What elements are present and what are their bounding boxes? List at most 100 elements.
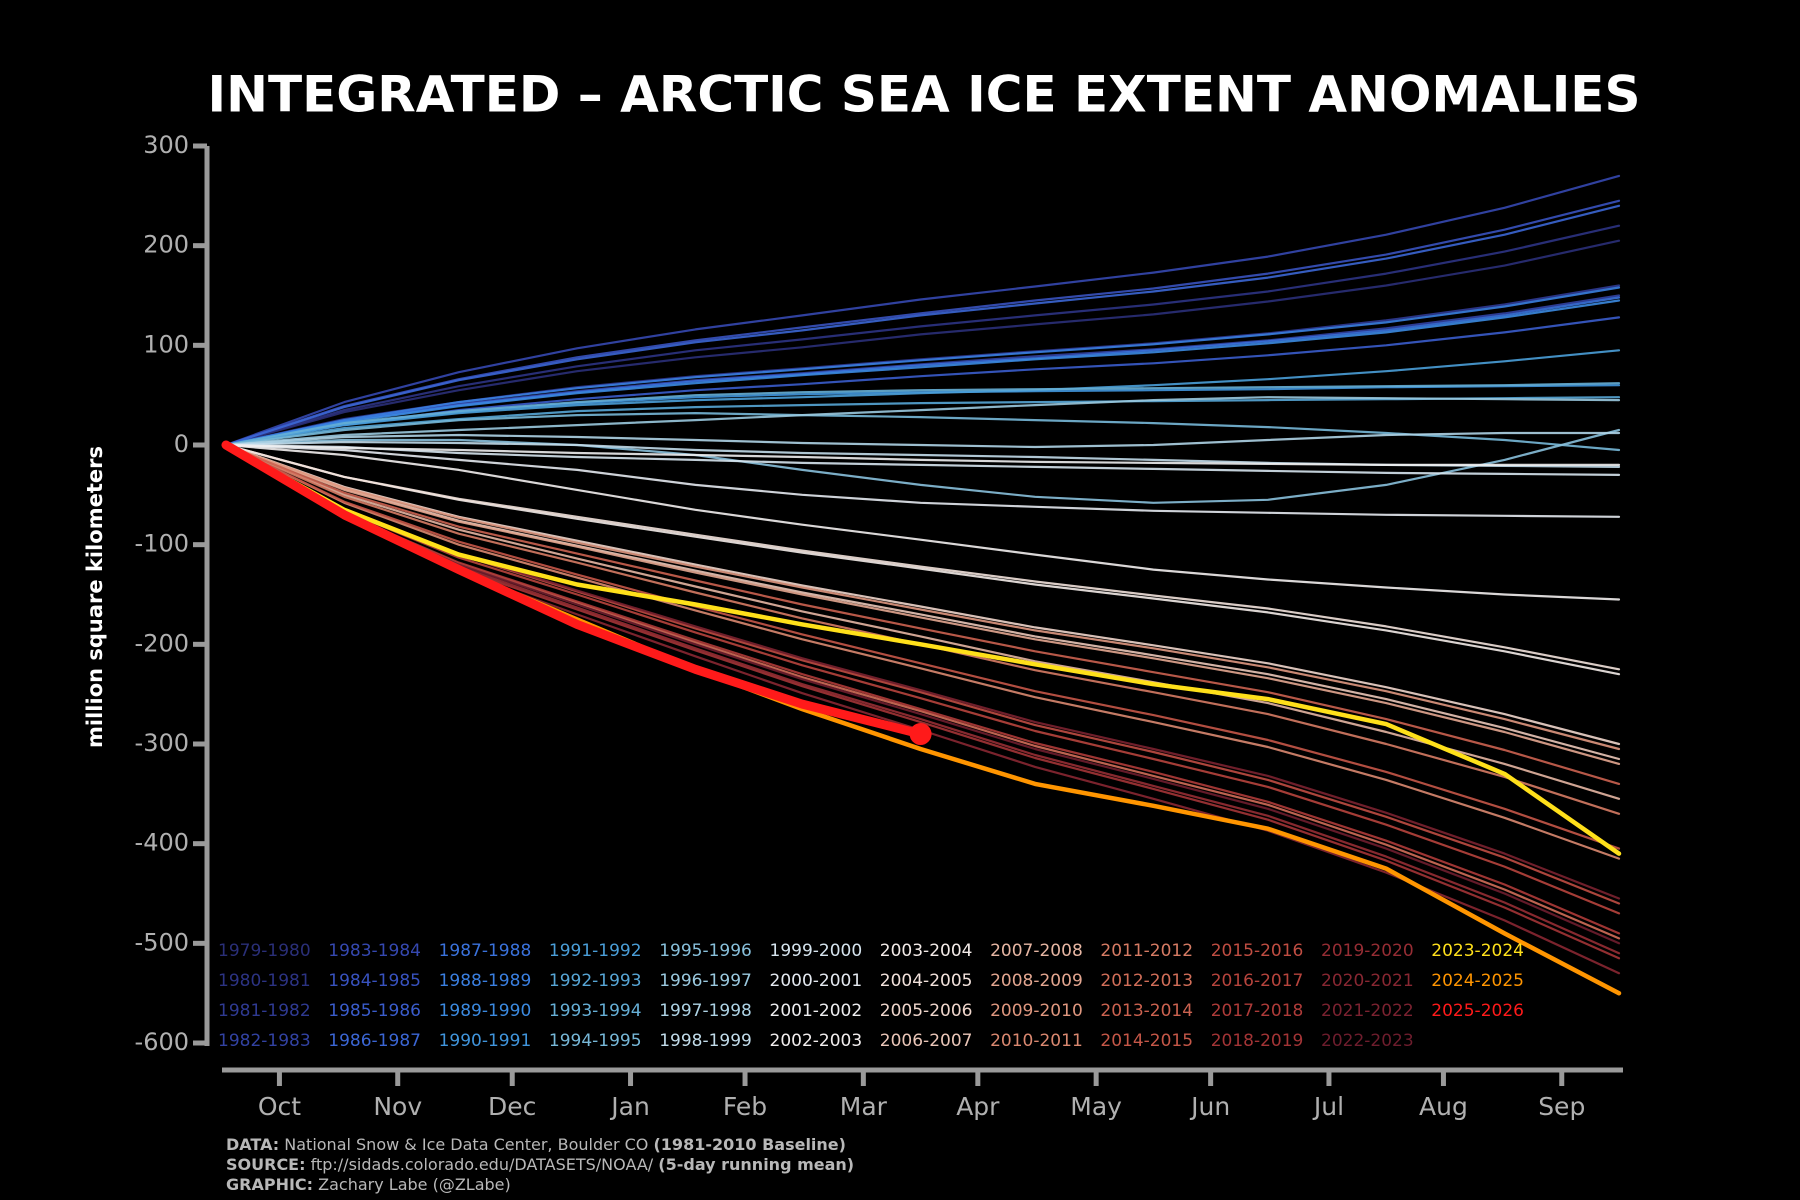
legend-entry: 2015-2016 (1211, 941, 1304, 961)
series-line (224, 443, 1621, 751)
series-line (221, 440, 926, 739)
legend-entry: 1982-1983 (218, 1031, 311, 1051)
series-line (224, 443, 1621, 518)
x-tick-label: Oct (258, 1092, 301, 1121)
series-line (224, 396, 1621, 447)
legend-entry: 1996-1997 (659, 971, 752, 991)
x-tick-label: Apr (956, 1092, 1000, 1121)
series-line (224, 174, 1621, 447)
legend-entry: 1999-2000 (770, 941, 863, 961)
series-line (224, 443, 1621, 800)
plot-area (221, 174, 1622, 996)
legend-entry: 2009-2010 (990, 1001, 1083, 1021)
y-tick-label: -100 (135, 530, 189, 558)
legend-entry: 1987-1988 (439, 941, 532, 961)
legend-entry: 1979-1980 (218, 941, 311, 961)
legend-entry: 1991-1992 (549, 941, 642, 961)
legend-entry: 1992-1993 (549, 971, 642, 991)
legend-entry: 2019-2020 (1321, 941, 1414, 961)
legend-entry: 2010-2011 (990, 1031, 1083, 1051)
series-line (224, 239, 1621, 447)
legend-entry: 1995-1996 (659, 941, 752, 961)
legend-entry: 2012-2013 (1100, 971, 1193, 991)
legend-entry: 2018-2019 (1211, 1031, 1304, 1051)
x-tick-label: Aug (1419, 1092, 1468, 1121)
series-line (224, 443, 1621, 860)
y-tick-label: -500 (135, 928, 189, 956)
series-line (224, 286, 1621, 447)
series-line (224, 428, 1621, 504)
legend-entry: 1993-1994 (549, 1001, 642, 1021)
series-line (224, 349, 1621, 447)
series-line (224, 443, 1621, 671)
legend-entry: 1997-1998 (659, 1001, 752, 1021)
legend-entry: 1985-1986 (328, 1001, 421, 1021)
legend-entry: 1988-1989 (439, 971, 532, 991)
series-line (224, 443, 1621, 466)
footer-note: DATA: National Snow & Ice Data Center, B… (226, 1135, 846, 1154)
legend-entry: 2025-2026 (1431, 1001, 1524, 1021)
legend-entry: 1986-1987 (328, 1031, 421, 1051)
y-tick-label: -600 (135, 1028, 189, 1056)
x-tick-label: Feb (723, 1092, 767, 1121)
series-line (224, 204, 1621, 447)
series-line (224, 443, 1621, 850)
legend-entry: 2024-2025 (1431, 971, 1524, 991)
series-line (224, 443, 1621, 785)
legend-entry: 2006-2007 (880, 1031, 973, 1051)
y-tick-label: 200 (143, 231, 189, 259)
footer-label: DATA: (226, 1135, 279, 1154)
legend-entry: 2007-2008 (990, 941, 1083, 961)
legend-entry: 2022-2023 (1321, 1031, 1414, 1051)
footer-text: National Snow & Ice Data Center, Boulder… (284, 1135, 648, 1154)
series-line (224, 224, 1621, 447)
legend-entry: 2001-2002 (770, 1001, 863, 1021)
legend-entry: 1994-1995 (549, 1031, 642, 1051)
legend-entry: 1990-1991 (439, 1031, 532, 1051)
legend-entry: 1989-1990 (439, 1001, 532, 1021)
legend-entry: 1984-1985 (328, 971, 421, 991)
legend-entry: 2023-2024 (1431, 941, 1524, 961)
legend-entry: 2021-2022 (1321, 1001, 1414, 1021)
x-tick-label: Jul (1312, 1092, 1344, 1121)
series-line (224, 412, 1621, 452)
footer-text: Zachary Labe (@ZLabe) (318, 1175, 511, 1194)
series-line (224, 443, 1621, 765)
series-line (224, 443, 1621, 935)
x-tick-label: Nov (373, 1092, 422, 1121)
end-point (909, 723, 932, 746)
footer-note: (5-day running mean) (658, 1155, 854, 1174)
legend-entry: 2000-2001 (770, 971, 863, 991)
series-line (223, 442, 1622, 856)
legend-entry: 2008-2009 (990, 971, 1083, 991)
legend-entry: 1983-1984 (328, 941, 421, 961)
x-tick-label: Sep (1538, 1092, 1585, 1121)
footer-label: SOURCE: (226, 1155, 306, 1174)
legend-entry: 2002-2003 (770, 1031, 863, 1051)
y-tick-label: -300 (135, 729, 189, 757)
footer-note: GRAPHIC: Zachary Labe (@ZLabe) (226, 1175, 511, 1194)
y-tick-label: -200 (135, 629, 189, 657)
legend-entry: 2013-2014 (1100, 1001, 1193, 1021)
series-line (224, 443, 1621, 945)
series-line (224, 443, 1621, 915)
footer-label: GRAPHIC: (226, 1175, 313, 1194)
legend-entry: 2014-2015 (1100, 1031, 1193, 1051)
series-line (224, 299, 1621, 447)
legend-entry: 2017-2018 (1211, 1001, 1304, 1021)
x-tick-label: Jun (1189, 1092, 1230, 1121)
series-line (224, 382, 1621, 447)
footer-text: ftp://sidads.colorado.edu/DATASETS/NOAA/ (311, 1155, 654, 1174)
y-tick-label: 0 (174, 430, 189, 458)
x-tick-label: Dec (488, 1092, 536, 1121)
y-tick-label: 100 (143, 330, 189, 358)
legend-entry: 2004-2005 (880, 971, 973, 991)
legend-entry: 1998-1999 (659, 1031, 752, 1051)
y-axis-label: million square kilometers (83, 446, 107, 748)
series-line (224, 431, 1621, 449)
y-tick-label: -400 (135, 829, 189, 857)
legend-entry: 2005-2006 (880, 1001, 973, 1021)
footer-note: (1981-2010 Baseline) (653, 1135, 845, 1154)
